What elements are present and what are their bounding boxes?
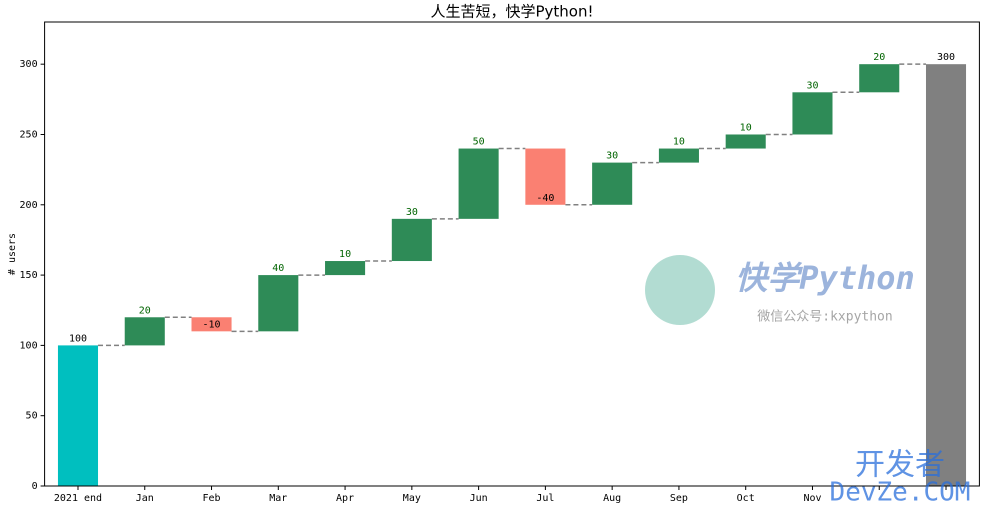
y-axis-label: # users [7,233,18,275]
y-tick-label: 250 [20,129,38,140]
value-label: 20 [873,52,885,63]
y-tick-label: 150 [20,270,38,281]
x-tick-label: Jul [536,493,554,504]
x-tick-label: Nov [803,493,821,504]
watermark: 开发者 [855,448,945,483]
bar [859,64,900,93]
bar [458,148,499,219]
bar [391,218,432,262]
value-label: 30 [806,80,818,91]
value-label: 30 [406,207,418,218]
bar [258,275,299,332]
chart-title: 人生苦短，快学Python! [430,3,593,21]
bar [57,345,99,486]
x-tick-label: Mar [269,493,287,504]
x-tick-label: Oct [737,493,755,504]
y-tick-label: 200 [20,200,38,211]
value-label: 10 [673,137,685,148]
bar [191,317,232,332]
watermark: DevZe.COM [830,478,971,508]
y-tick-label: 0 [32,481,38,492]
y-tick-label: 300 [20,59,38,70]
bar [792,92,833,135]
x-tick-label: Jun [470,493,488,504]
plot-frame [44,21,980,487]
watermark-logo [645,255,715,325]
bar [592,162,633,205]
watermark: 微信公众号:kxpython [757,310,892,325]
value-label: 30 [606,151,618,162]
value-label: 10 [740,122,752,133]
x-tick-label: Aug [603,493,621,504]
value-label: 50 [473,137,485,148]
x-tick-label: Apr [336,493,354,504]
y-tick-label: 50 [26,411,38,422]
value-label: 10 [339,249,351,260]
x-tick-label: Feb [202,493,220,504]
x-tick-label: Sep [670,493,688,504]
value-label: -10 [202,319,220,330]
watermark: 快学Python [735,259,915,297]
value-label: 300 [937,52,955,63]
bar [658,148,699,163]
bar [124,317,165,346]
bar [925,64,967,486]
x-tick-label: May [403,493,421,504]
bar [525,148,566,205]
y-tick-label: 100 [20,340,38,351]
value-label: 100 [69,333,87,344]
value-label: 20 [139,305,151,316]
value-label: 40 [272,263,284,274]
x-tick-label: 2021 end [54,493,102,504]
bar [325,261,366,276]
bar [725,134,766,149]
value-label: -40 [536,193,554,204]
x-tick-label: Jan [136,493,154,504]
